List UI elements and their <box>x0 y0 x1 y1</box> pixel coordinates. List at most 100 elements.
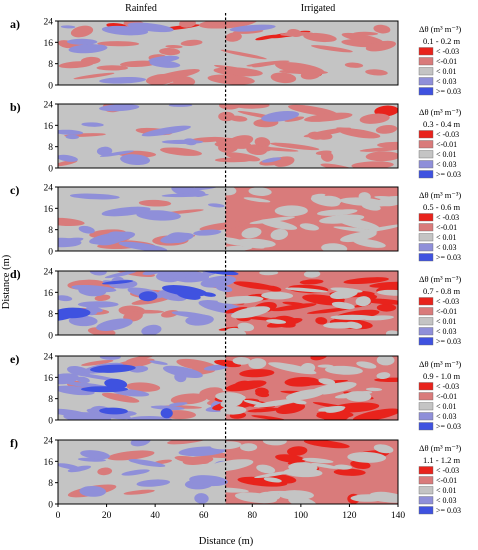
patch-lt_-001 <box>363 115 381 123</box>
patch-lt_001 <box>285 287 328 293</box>
patch-lt_001 <box>240 443 258 452</box>
patch-lt_001 <box>345 391 372 402</box>
patch-lt_003 <box>96 318 133 331</box>
patch-lt_-003 <box>284 376 319 387</box>
patch-lt_001 <box>319 214 365 224</box>
patch-lt_003 <box>99 104 140 112</box>
patch-lt_003 <box>178 446 227 457</box>
patch-lt_001 <box>217 295 264 304</box>
patch-lt_-003 <box>333 468 366 476</box>
patch-lt_-001 <box>246 60 290 67</box>
legend-label: < 0.03 <box>436 77 457 86</box>
patch-lt_001 <box>234 238 276 248</box>
patch-lt_-001 <box>297 105 313 110</box>
panel-letter: b) <box>10 100 21 114</box>
y-tick-label: 24 <box>44 18 54 28</box>
legend-swatch <box>418 160 434 169</box>
patch-lt_001 <box>266 319 287 324</box>
patch-lt_-001 <box>375 125 398 134</box>
patch-lt_003 <box>261 110 300 122</box>
x-tick-label: 20 <box>102 511 112 521</box>
patch-lt_-001 <box>304 112 353 122</box>
patch-lt_-001 <box>365 69 388 76</box>
legend: Δθ (m³ m⁻³)0.7 - 0.8 m< -0.03<-0.01< 0.0… <box>418 274 461 346</box>
patch-lt_-001 <box>215 137 252 149</box>
patch-lt_003 <box>169 402 188 407</box>
patch-lt_-001 <box>170 393 208 405</box>
patch-lt_001 <box>220 405 247 415</box>
patch-lt_-003 <box>360 298 398 305</box>
legend-swatch <box>418 412 434 421</box>
legend-swatch <box>418 496 434 505</box>
patch-lt_-001 <box>159 47 181 56</box>
patch-lt_-003 <box>287 446 308 456</box>
patch-lt_001 <box>268 362 317 375</box>
patch-lt_003 <box>161 139 204 144</box>
legend-title: Δθ (m³ m⁻³) <box>419 190 461 200</box>
patch-lt_003 <box>174 372 187 383</box>
x-axis-label: Distance (m) <box>199 536 254 547</box>
patch-lt_-001 <box>160 147 202 156</box>
patch-lt_003 <box>99 150 134 157</box>
patch-lt_003 <box>96 146 113 156</box>
patch-lt_001 <box>259 271 279 276</box>
y-tick-label: 16 <box>44 205 54 215</box>
patch-lt_003 <box>171 311 210 319</box>
patch-lt_-003 <box>247 407 281 413</box>
patch-lt_-003 <box>374 105 398 117</box>
patch-lt_001 <box>261 291 294 300</box>
patch-lt_-003 <box>315 317 328 325</box>
patch-lt_003 <box>127 415 173 420</box>
patch-lt_001 <box>241 227 262 239</box>
legend-label: < 0.03 <box>436 160 457 169</box>
patch-lt_-003 <box>376 303 397 312</box>
patch-lt_-001 <box>73 72 115 80</box>
patch-lt_-001 <box>165 44 183 49</box>
legend-swatch <box>418 392 434 401</box>
patch-lt_003 <box>101 25 149 36</box>
legend-label: < 0.01 <box>436 150 457 159</box>
patch-lt_-001 <box>228 115 248 122</box>
patch-lt_-001 <box>220 49 267 60</box>
patch-lt_003 <box>69 193 120 200</box>
patch-lt_003 <box>193 229 222 236</box>
patch-lt_003 <box>58 295 73 302</box>
patch-lt_-001 <box>96 65 129 71</box>
patch-lt_003 <box>200 275 237 288</box>
y-tick-label: 24 <box>44 268 54 278</box>
legend-swatch <box>418 170 434 179</box>
y-tick-label: 16 <box>44 39 54 49</box>
patch-lt_003 <box>166 232 190 244</box>
patch-lt_001 <box>352 238 386 248</box>
patch-lt_-001 <box>120 60 157 67</box>
patch-lt_-001 <box>145 73 177 85</box>
patch-lt_-001 <box>199 221 247 231</box>
contour-patches <box>58 187 398 251</box>
patch-ge_003 <box>138 291 158 302</box>
legend: Δθ (m³ m⁻³)1.1 - 1.2 m< -0.03<-0.01< 0.0… <box>418 443 461 515</box>
patch-lt_-003 <box>255 391 270 398</box>
patch-lt_-001 <box>58 61 94 69</box>
patch-lt_001 <box>363 315 394 321</box>
legend-swatch <box>418 140 434 149</box>
legend-label: < -0.03 <box>436 297 459 306</box>
patch-lt_003 <box>58 373 79 385</box>
rainfed-label: Rainfed <box>125 3 157 14</box>
patch-lt_-001 <box>97 467 113 476</box>
patch-lt_-001 <box>225 32 242 42</box>
legend-label: < 0.01 <box>436 67 457 76</box>
patch-lt_-001 <box>351 161 394 168</box>
patch-lt_003 <box>127 22 174 33</box>
legend-label: <-0.01 <box>436 140 457 149</box>
legend-title: Δθ (m³ m⁻³) <box>419 107 461 117</box>
legend-swatch <box>418 506 434 515</box>
legend-label: >= 0.03 <box>436 422 461 431</box>
patch-lt_-003 <box>239 369 275 378</box>
legend-swatch <box>418 402 434 411</box>
patch-lt_-001 <box>219 104 241 110</box>
patch-lt_001 <box>256 464 276 474</box>
patch-lt_003 <box>63 412 112 420</box>
legend-swatch <box>418 422 434 431</box>
legend-depth: 1.1 - 1.2 m <box>423 455 460 465</box>
patch-lt_003 <box>149 360 168 365</box>
